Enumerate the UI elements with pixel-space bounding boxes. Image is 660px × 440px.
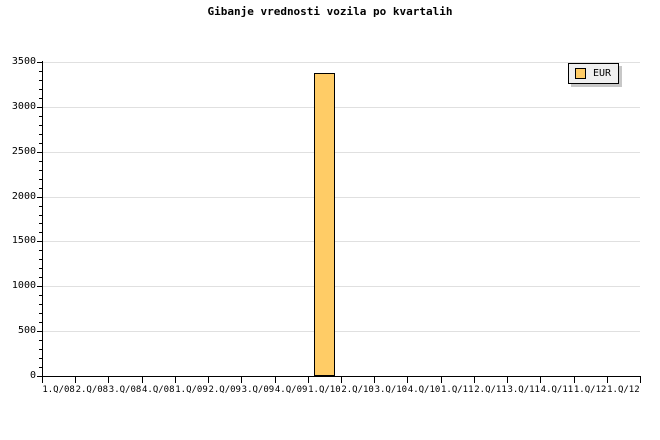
x-axis-tick [241, 377, 242, 383]
y-axis-minor-tick [39, 313, 43, 315]
y-axis-labels: 0 500 1000 1500 2000 2500 3000 3500 [0, 0, 36, 440]
x-axis-tick-label: 2.Q/10 [341, 385, 374, 395]
y-axis-minor-tick [39, 178, 43, 180]
x-axis-tick [640, 377, 641, 383]
y-axis-tick-label: 3500 [11, 56, 36, 67]
bar-1.Q/10[interactable] [314, 73, 335, 376]
y-axis-minor-tick [39, 88, 43, 90]
x-axis-tick-label: 3.Q/09 [241, 385, 275, 395]
x-axis-tick [574, 377, 575, 383]
y-axis-tick [37, 151, 43, 153]
y-axis-minor-tick [39, 232, 43, 234]
y-axis-tick [37, 196, 43, 198]
y-axis-minor-tick [39, 277, 43, 279]
y-axis-minor-tick [39, 133, 43, 135]
x-axis-tick [374, 377, 375, 383]
gridline [42, 106, 640, 108]
y-axis-minor-tick [39, 322, 43, 324]
x-axis-tick [474, 377, 475, 383]
x-axis-tick-label: 4.Q/10 [407, 385, 441, 395]
y-axis-minor-tick [39, 367, 43, 369]
x-axis-tick-label: 3.Q/11 [507, 385, 540, 395]
y-axis-minor-tick [39, 214, 43, 216]
y-axis-minor-tick [39, 97, 43, 99]
y-axis-minor-tick [39, 304, 43, 306]
y-axis-minor-tick [39, 295, 43, 297]
gridline [42, 196, 640, 198]
y-axis-minor-tick [39, 115, 43, 117]
y-axis-minor-tick [39, 259, 43, 261]
y-axis-minor-tick [39, 169, 43, 171]
x-axis-tick [441, 377, 442, 383]
x-axis-tick-label: 4.Q/08 [142, 385, 175, 395]
y-axis-minor-tick [39, 70, 43, 72]
x-axis-tick [275, 377, 276, 383]
y-axis-tick [37, 106, 43, 108]
y-axis-tick-label: 0 [29, 370, 36, 381]
x-axis-tick [507, 377, 508, 383]
y-axis-minor-tick [39, 358, 43, 360]
y-axis-minor-tick [39, 187, 43, 189]
y-axis-minor-tick [39, 223, 43, 225]
x-axis-tick-label: 2.Q/09 [208, 385, 241, 395]
chart-legend[interactable]: EUR [568, 63, 620, 84]
x-axis-tick-label: 4.Q/11 [540, 385, 574, 395]
x-axis-line [42, 376, 641, 377]
y-axis-minor-tick [39, 205, 43, 207]
x-axis-tick-label: 2.Q/11 [474, 385, 507, 395]
y-axis-minor-tick [39, 349, 43, 351]
x-axis-tick [407, 377, 408, 383]
gridline [42, 331, 640, 333]
x-axis-tick [341, 377, 342, 383]
y-axis-tick [37, 376, 43, 377]
y-axis-tick-label: 500 [17, 325, 36, 337]
x-axis-tick-label: 1.Q/12 [573, 385, 607, 395]
x-axis-tick [607, 377, 608, 383]
y-axis-tick [37, 241, 43, 243]
x-axis-tick-label: 1.Q/11 [441, 385, 474, 395]
legend-swatch-eur-icon [575, 68, 586, 79]
gridline [42, 151, 640, 153]
y-axis-minor-tick [39, 124, 43, 126]
x-axis-tick [308, 377, 309, 383]
y-axis-tick [37, 331, 43, 333]
x-axis-tick-label: 4.Q/09 [274, 385, 308, 395]
x-axis-tick [175, 377, 176, 383]
plot-area [42, 62, 640, 376]
y-axis-tick-label: 1500 [11, 235, 36, 247]
x-axis-tick-label: 2.Q/08 [75, 385, 109, 395]
legend-label-eur: EUR [593, 68, 612, 79]
gridline [42, 241, 640, 243]
x-axis-tick-label: 3.Q/10 [374, 385, 408, 395]
y-axis-tick [37, 62, 43, 63]
x-axis-tick-label: 1.Q/08 [42, 385, 75, 395]
x-axis-tick-label: 1.Q/10 [308, 385, 341, 395]
y-axis-minor-tick [39, 79, 43, 81]
chart-title: Gibanje vrednosti vozila po kvartalih [207, 5, 453, 18]
x-axis-tick [42, 377, 43, 383]
gridline [42, 62, 640, 63]
y-axis-minor-tick [39, 160, 43, 162]
y-axis-tick-label: 2000 [11, 190, 36, 202]
y-axis-minor-tick [39, 340, 43, 342]
y-axis-tick-label: 1000 [11, 280, 36, 292]
y-axis-minor-tick [39, 250, 43, 252]
y-axis-minor-tick [39, 268, 43, 270]
x-axis-tick [75, 377, 76, 383]
x-axis-tick [108, 377, 109, 383]
x-axis-tick [142, 377, 143, 383]
x-axis-tick [208, 377, 209, 383]
gridline [42, 286, 640, 288]
x-axis-tick [540, 377, 541, 383]
y-axis-tick-label: 3000 [11, 100, 36, 112]
y-axis-tick-label: 2500 [11, 145, 36, 157]
x-axis-tick-label: 1.Q/09 [175, 385, 208, 395]
y-axis-tick [37, 286, 43, 288]
x-axis-tick-label: 3.Q/08 [108, 385, 142, 395]
y-axis-line [42, 61, 43, 377]
x-axis-tick-label: 1.Q/12 [607, 385, 640, 395]
y-axis-minor-tick [39, 142, 43, 144]
